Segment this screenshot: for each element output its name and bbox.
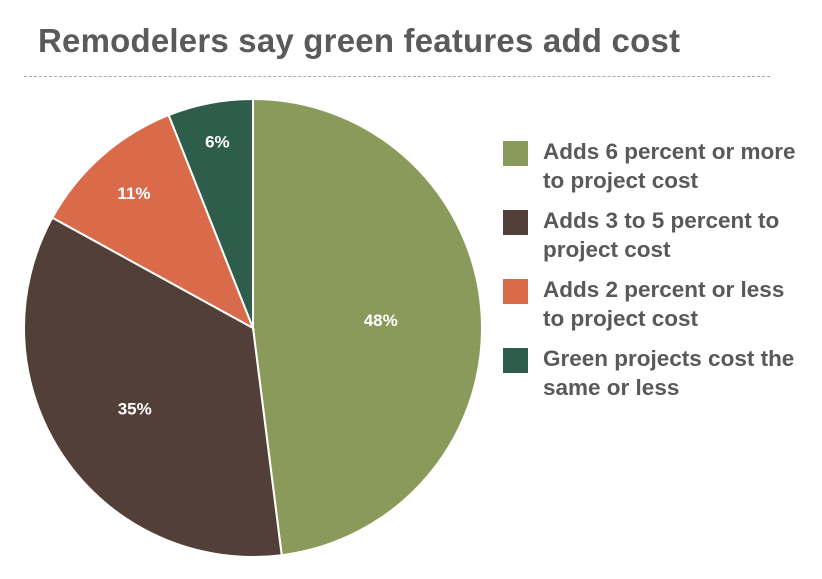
pie-slice bbox=[23, 216, 283, 558]
pie-slice bbox=[50, 113, 255, 331]
legend: Adds 6 percent or more to project cost Ad… bbox=[503, 137, 803, 413]
pie-slice bbox=[252, 97, 483, 557]
chart-title: Remodelers say green features add cost bbox=[38, 22, 681, 59]
legend-label: Adds 6 percent or more to project cost bbox=[543, 139, 796, 193]
legend-item: Adds 3 to 5 percent to project cost bbox=[503, 206, 803, 275]
title-divider bbox=[24, 76, 770, 77]
slice-data-label: 48% bbox=[364, 311, 398, 330]
slice-data-label: 35% bbox=[118, 399, 152, 418]
legend-label: Green projects cost the same or less bbox=[543, 346, 795, 400]
legend-swatch bbox=[503, 348, 528, 373]
legend-label: Adds 3 to 5 percent to project cost bbox=[543, 208, 780, 262]
legend-item: Adds 6 percent or more to project cost bbox=[503, 137, 803, 206]
legend-label: Adds 2 percent or less to project cost bbox=[543, 277, 785, 331]
legend-swatch bbox=[503, 210, 528, 235]
legend-swatch bbox=[503, 141, 528, 166]
legend-item: Adds 2 percent or less to project cost bbox=[503, 275, 803, 344]
legend-item: Green projects cost the same or less bbox=[503, 344, 803, 413]
slice-data-label: 6% bbox=[205, 132, 230, 151]
legend-swatch bbox=[503, 279, 528, 304]
slice-data-label: 11% bbox=[117, 184, 150, 203]
pie-slice bbox=[167, 97, 254, 329]
